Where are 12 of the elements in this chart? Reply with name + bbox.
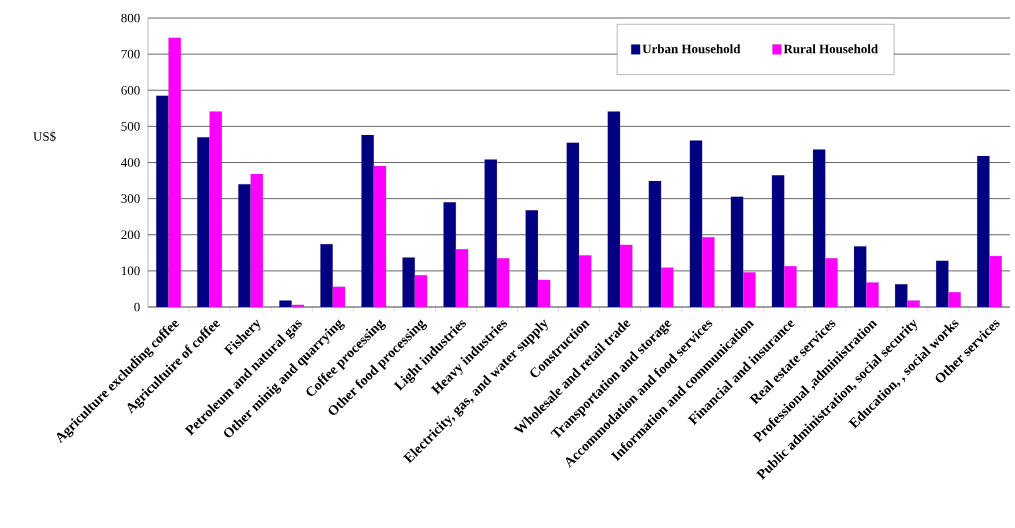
legend-label: Urban Household <box>642 44 741 54</box>
y-tick-label: 0 <box>134 302 140 312</box>
y-tick-label: 800 <box>121 13 140 23</box>
y-tick-label: 500 <box>121 122 140 131</box>
y-tick-label: 200 <box>121 230 140 240</box>
y-tick-label: 300 <box>121 194 140 203</box>
y-tick-label: 700 <box>121 49 140 59</box>
y-tick-label: 400 <box>121 158 140 167</box>
legend-label: Rural Household <box>783 44 878 54</box>
y-tick-label: 100 <box>121 266 140 276</box>
y-tick-label: 600 <box>121 85 140 95</box>
y-axis-title: US$ <box>33 131 56 142</box>
